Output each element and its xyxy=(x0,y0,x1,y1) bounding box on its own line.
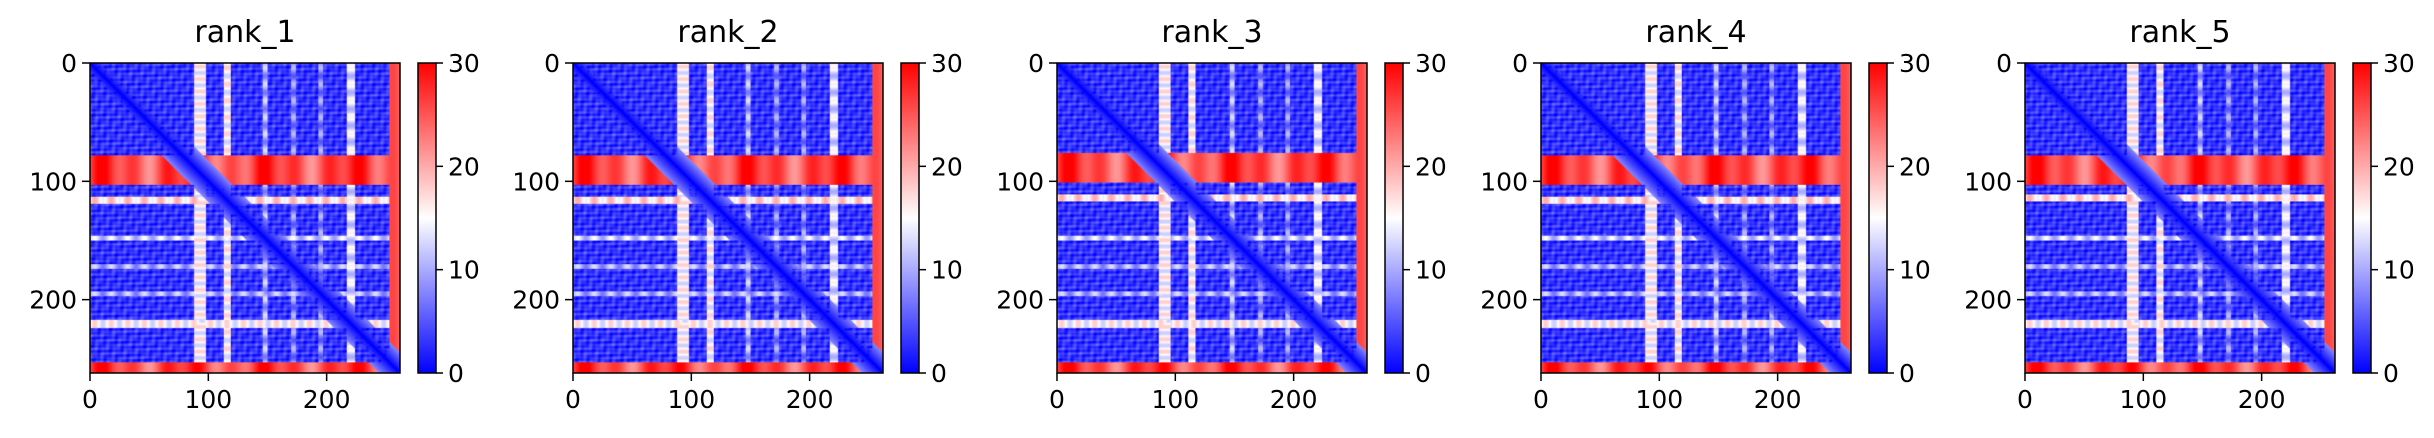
axes-frame xyxy=(1540,62,1852,374)
panel-title: rank_5 xyxy=(2129,15,2230,50)
y-tick-label: 200 xyxy=(1480,286,1528,315)
heatmap-panel-4: rank_4 0 100 200 0 100 200 0 10 20 30 xyxy=(1480,15,1931,414)
x-tick-label: 0 xyxy=(1533,385,1549,414)
colorbar-tick-label: 20 xyxy=(931,152,963,181)
heatmap-image xyxy=(90,63,400,373)
colorbar xyxy=(2352,62,2372,374)
colorbar-tick-label: 30 xyxy=(2383,49,2415,78)
x-tick-label: 200 xyxy=(1270,385,1318,414)
colorbar-tick-label: 30 xyxy=(448,49,480,78)
x-tick-label: 200 xyxy=(786,385,834,414)
x-tick-label: 100 xyxy=(2119,385,2167,414)
y-tick-label: 100 xyxy=(512,167,560,196)
colorbar xyxy=(1868,62,1888,374)
axes-frame xyxy=(89,62,401,374)
colorbar-tick-label: 0 xyxy=(448,359,464,388)
axes-frame xyxy=(572,62,884,374)
colorbar xyxy=(1384,62,1404,374)
x-tick-label: 100 xyxy=(1151,385,1199,414)
colorbar-tick-label: 10 xyxy=(931,256,963,285)
colorbar-tick-label: 0 xyxy=(1899,359,1915,388)
y-tick-label: 200 xyxy=(1964,286,2012,315)
x-tick-label: 100 xyxy=(1635,385,1683,414)
colorbar-tick-label: 30 xyxy=(1415,49,1447,78)
y-tick-label: 100 xyxy=(1480,167,1528,196)
colorbar xyxy=(417,62,437,374)
x-tick-label: 0 xyxy=(1049,385,1065,414)
panel-title: rank_1 xyxy=(194,15,295,50)
y-tick-label: 0 xyxy=(1512,49,1528,78)
heatmap-image xyxy=(2025,63,2335,373)
axes-frame xyxy=(1056,62,1368,374)
heatmap-panel-1: rank_1 0 100 200 0 100 200 0 10 20 30 xyxy=(29,15,480,414)
heatmap-panel-3: rank_3 0 100 200 0 100 200 0 10 20 30 xyxy=(996,15,1447,414)
colorbar-tick-label: 30 xyxy=(1899,49,1931,78)
x-tick-label: 100 xyxy=(184,385,232,414)
heatmap-image xyxy=(1057,63,1367,373)
y-tick-label: 100 xyxy=(1964,167,2012,196)
y-tick-label: 0 xyxy=(61,49,77,78)
colorbar-tick-label: 20 xyxy=(1899,152,1931,181)
panel-title: rank_3 xyxy=(1161,15,1262,50)
heatmap-panel-2: rank_2 0 100 200 0 100 200 0 10 20 30 xyxy=(512,15,963,414)
y-tick-label: 100 xyxy=(996,167,1044,196)
axes-frame xyxy=(2024,62,2336,374)
colorbar-tick-label: 0 xyxy=(2383,359,2399,388)
heatmap-panel-5: rank_5 0 100 200 0 100 200 0 10 20 30 xyxy=(1964,15,2415,414)
colorbar-tick-label: 30 xyxy=(931,49,963,78)
y-tick-label: 0 xyxy=(544,49,560,78)
colorbar-tick-label: 10 xyxy=(2383,256,2415,285)
x-tick-label: 100 xyxy=(667,385,715,414)
x-tick-label: 0 xyxy=(2017,385,2033,414)
y-tick-label: 200 xyxy=(512,286,560,315)
y-tick-label: 0 xyxy=(1996,49,2012,78)
y-tick-label: 100 xyxy=(29,167,77,196)
y-tick-label: 0 xyxy=(1028,49,1044,78)
colorbar xyxy=(900,62,920,374)
panel-title: rank_4 xyxy=(1645,15,1746,50)
panel-title: rank_2 xyxy=(677,15,778,50)
heatmap-image xyxy=(1541,63,1851,373)
y-tick-label: 200 xyxy=(29,286,77,315)
colorbar-tick-label: 10 xyxy=(1899,256,1931,285)
colorbar-tick-label: 20 xyxy=(2383,152,2415,181)
colorbar-tick-label: 10 xyxy=(448,256,480,285)
colorbar-tick-label: 0 xyxy=(931,359,947,388)
colorbar-tick-label: 20 xyxy=(448,152,480,181)
heatmap-image xyxy=(573,63,883,373)
x-tick-label: 200 xyxy=(1754,385,1802,414)
x-tick-label: 0 xyxy=(82,385,98,414)
x-tick-label: 0 xyxy=(565,385,581,414)
colorbar-tick-label: 0 xyxy=(1415,359,1431,388)
x-tick-label: 200 xyxy=(303,385,351,414)
y-tick-label: 200 xyxy=(996,286,1044,315)
colorbar-tick-label: 20 xyxy=(1415,152,1447,181)
colorbar-tick-label: 10 xyxy=(1415,256,1447,285)
x-tick-label: 200 xyxy=(2238,385,2286,414)
